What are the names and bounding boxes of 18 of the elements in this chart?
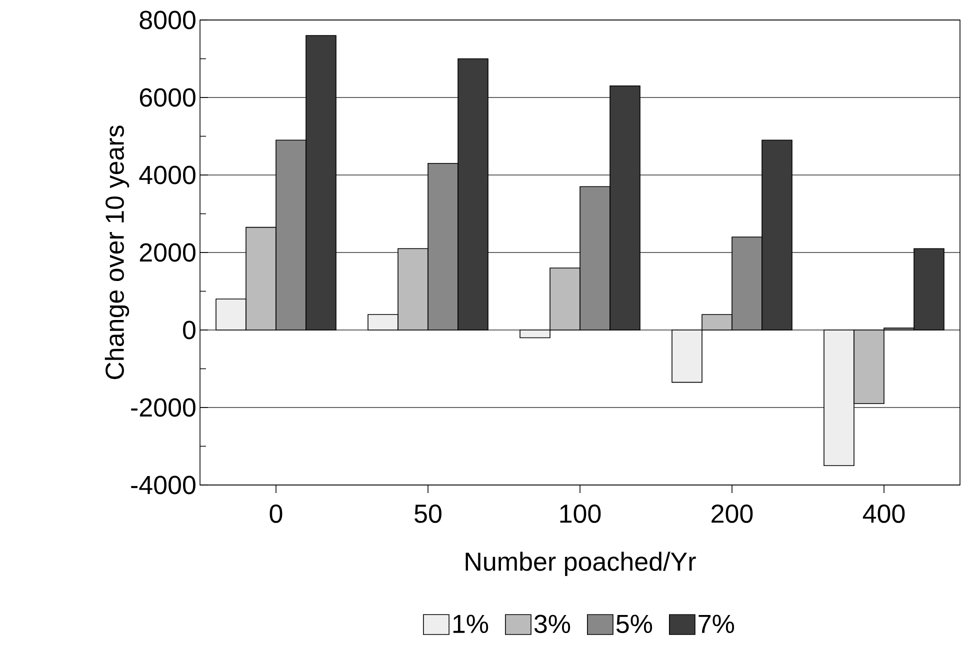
y-tick-label: 6000 [140, 88, 196, 107]
y-tick-label: 2000 [140, 243, 196, 262]
y-tick-label: 4000 [139, 166, 196, 184]
x-tick-label: 50 [414, 504, 442, 523]
y-tick-label: 0 [183, 320, 196, 340]
y-tick-label: -4000 [131, 476, 196, 494]
x-tick-label: 400 [862, 504, 905, 523]
x-axis-title: Number poached/Yr [466, 552, 696, 576]
legend-label: 5% [616, 614, 652, 634]
x-tick-label: 0 [270, 504, 282, 523]
x-tick-label: 100 [560, 504, 601, 523]
legend-label: 1% [453, 614, 488, 633]
legend-label: 3% [534, 614, 570, 634]
x-tick-label: 200 [712, 504, 753, 523]
y-tick-label: -2000 [131, 398, 196, 417]
y-tick-label: 8000 [140, 10, 196, 30]
y-axis-title: Change over 10 years [104, 126, 130, 380]
legend-label: 7% [698, 614, 734, 633]
